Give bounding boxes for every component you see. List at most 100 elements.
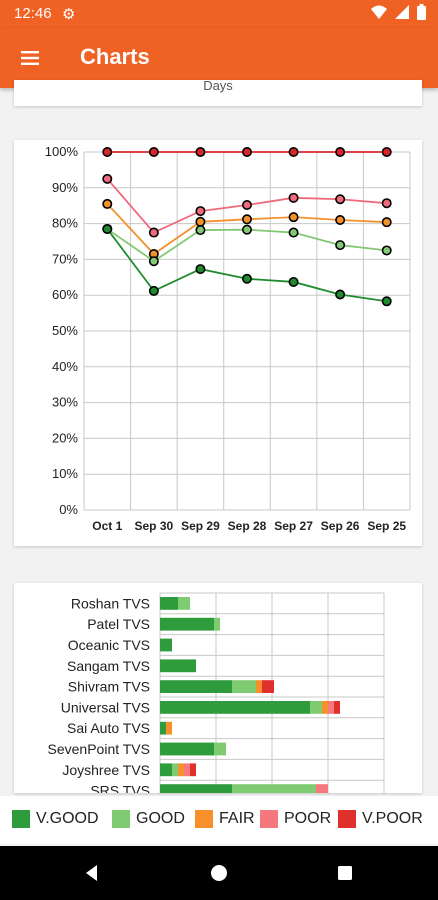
- legend-item-good: GOOD: [112, 810, 185, 828]
- y-tick-label: 80%: [52, 216, 78, 231]
- x-tick-label: Sep 25: [367, 519, 406, 533]
- data-point-v_poor: [148, 147, 159, 157]
- data-point-poor: [335, 194, 346, 205]
- data-point-fair: [102, 198, 113, 209]
- bar-chart-card: Roshan TVS Patel TVS Oceanic TVS Sangam TVS…: [14, 583, 422, 793]
- data-point-poor: [242, 199, 253, 210]
- bar-segment-good: [214, 617, 220, 631]
- y-tick-label: 90%: [52, 180, 78, 195]
- legend-label: V.GOOD: [36, 810, 99, 827]
- bar-segment-v_good: [160, 701, 310, 714]
- y-tick-label: 70%: [52, 251, 78, 266]
- signal-icon: [395, 5, 409, 19]
- y-tick-label: 10%: [52, 466, 78, 481]
- back-icon[interactable]: [80, 861, 104, 885]
- x-tick-label: Oct 1: [92, 519, 122, 533]
- legend-swatch: [112, 810, 130, 828]
- status-icons: [371, 4, 426, 20]
- x-tick-label: Sep 26: [321, 519, 360, 533]
- bar-segment-v_good: [160, 617, 214, 631]
- recents-icon[interactable]: [333, 861, 357, 885]
- data-point-poor: [102, 173, 113, 184]
- status-bar: 12:46 ⚙: [0, 0, 438, 28]
- data-point-fair: [288, 212, 299, 223]
- data-point-fair: [335, 215, 346, 226]
- legend-label: GOOD: [136, 810, 185, 827]
- y-tick-label: 20%: [52, 430, 78, 445]
- legend-item-v-poor: V.POOR: [338, 810, 423, 828]
- y-tick-label: 30%: [52, 395, 78, 410]
- menu-icon[interactable]: [18, 46, 42, 70]
- bar-segment-v_poor: [190, 763, 196, 777]
- data-point-fair: [242, 214, 253, 225]
- bar-segment-poor: [184, 763, 190, 777]
- bar-segment-v_good: [160, 638, 172, 652]
- data-point-good: [148, 256, 159, 267]
- bar-segment-v_good: [160, 680, 232, 693]
- data-point-good: [195, 225, 206, 236]
- legend-label: FAIR: [219, 810, 255, 827]
- legend-item-fair: FAIR: [195, 810, 255, 828]
- y-tick-label: 0%: [59, 502, 78, 517]
- chart-legend: V.GOOD GOOD FAIR POOR V.POOR: [0, 796, 438, 844]
- legend-label: POOR: [284, 810, 332, 827]
- data-point-fair: [381, 217, 392, 228]
- data-point-v_good: [242, 273, 253, 284]
- bar-chart: Roshan TVS Patel TVS Oceanic TVS Sangam TVS…: [48, 592, 385, 793]
- app-bar: Charts: [0, 28, 438, 88]
- y-tick-label: 60%: [52, 287, 78, 302]
- bar-segment-good: [310, 701, 322, 714]
- category-label: Sai Auto TVS: [67, 720, 150, 736]
- y-tick-label: 40%: [52, 359, 78, 374]
- data-point-v_poor: [102, 147, 113, 157]
- bar-segment-fair: [166, 721, 172, 735]
- category-label: SRS TVS: [90, 783, 150, 793]
- data-point-good: [242, 224, 253, 235]
- data-point-poor: [288, 192, 299, 203]
- y-tick-label: 50%: [52, 323, 78, 338]
- x-tick-label: Sep 30: [135, 519, 174, 533]
- bar-segment-v_good: [160, 659, 196, 673]
- category-label: Sangam TVS: [67, 658, 150, 674]
- bar-segment-fair: [178, 763, 184, 777]
- data-point-v_good: [148, 285, 159, 296]
- bar-segment-fair: [256, 680, 262, 693]
- data-point-v_poor: [381, 147, 392, 157]
- x-tick-label: Sep 27: [274, 519, 313, 533]
- navigation-bar: [0, 846, 438, 900]
- bar-segment-fair: [322, 701, 328, 714]
- legend-item-v-good: V.GOOD: [12, 810, 99, 828]
- home-icon[interactable]: [207, 861, 231, 885]
- bar-segment-v_good: [160, 742, 214, 756]
- data-point-v_good: [102, 223, 113, 234]
- x-tick-label: Sep 28: [228, 519, 267, 533]
- data-point-v_good: [288, 276, 299, 287]
- bar-segment-v_good: [160, 721, 166, 735]
- legend-item-poor: POOR: [260, 810, 331, 828]
- data-point-v_good: [195, 264, 206, 275]
- data-point-v_good: [335, 289, 346, 300]
- bar-segment-good: [172, 763, 178, 777]
- legend-swatch: [195, 810, 213, 828]
- bar-segment-good: [214, 742, 226, 756]
- category-label: Joyshree TVS: [62, 762, 150, 778]
- status-time: 12:46: [14, 5, 52, 22]
- y-tick-label: 100%: [45, 144, 79, 159]
- x-tick-label: Sep 29: [181, 519, 220, 533]
- data-point-v_good: [381, 296, 392, 307]
- data-point-good: [381, 245, 392, 256]
- legend-swatch: [12, 810, 30, 828]
- legend-swatch: [338, 810, 356, 828]
- data-point-good: [288, 227, 299, 238]
- legend-swatch: [260, 810, 278, 828]
- category-label: Oceanic TVS: [68, 637, 150, 653]
- bar-segment-poor: [328, 701, 334, 714]
- bar-segment-good: [178, 597, 190, 610]
- data-point-v_poor: [242, 147, 253, 157]
- summary-card: Days: [14, 78, 422, 106]
- data-point-v_poor: [288, 147, 299, 157]
- category-label: Roshan TVS: [71, 595, 150, 611]
- wifi-icon: [371, 5, 387, 19]
- days-label: Days: [203, 78, 233, 93]
- bar-segment-v_good: [160, 597, 178, 610]
